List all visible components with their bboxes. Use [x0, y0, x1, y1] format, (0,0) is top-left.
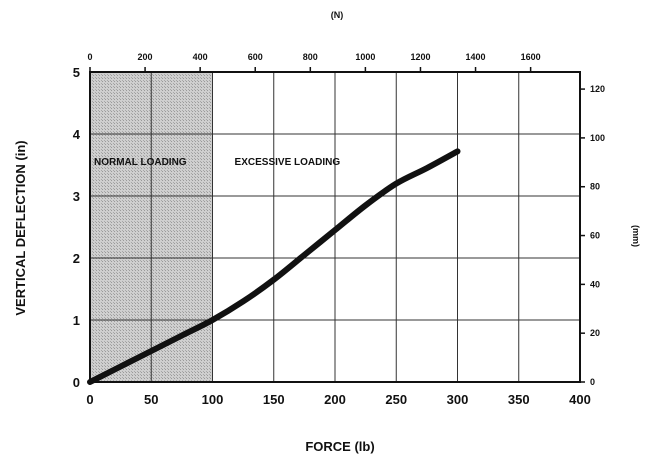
right-tick-label: 100	[590, 133, 605, 143]
right-tick-label: 120	[590, 84, 605, 94]
right-tick-label: 80	[590, 182, 600, 192]
right-axis-title: (mm)	[631, 225, 641, 247]
top-tick-label: 800	[303, 52, 318, 62]
plot-frame	[89, 71, 581, 383]
y-tick-label: 4	[73, 127, 81, 142]
y-axis-title: VERTICAL DEFLECTION (in)	[13, 140, 28, 315]
y-tick-label: 0	[73, 375, 80, 390]
x-tick-label: 150	[263, 392, 285, 407]
x-tick-label: 100	[202, 392, 224, 407]
x-tick-label: 400	[569, 392, 591, 407]
top-tick-label: 200	[138, 52, 153, 62]
top-tick-label: 1200	[410, 52, 430, 62]
x-tick-label: 0	[86, 392, 93, 407]
top-tick-label: 0	[87, 52, 92, 62]
y-tick-label: 3	[73, 189, 80, 204]
x-tick-label: 300	[447, 392, 469, 407]
top-tick-label: 1400	[466, 52, 486, 62]
top-tick-label: 400	[193, 52, 208, 62]
x-tick-label: 250	[385, 392, 407, 407]
top-tick-label: 600	[248, 52, 263, 62]
annotation-normal-loading: NORMAL LOADING	[94, 157, 187, 168]
right-tick-label: 0	[590, 377, 595, 387]
top-tick-label: 1600	[521, 52, 541, 62]
annotation-excessive-loading: EXCESSIVE LOADING	[235, 157, 341, 168]
y-tick-label: 5	[73, 65, 80, 80]
top-tick-label: 1000	[355, 52, 375, 62]
x-tick-label: 350	[508, 392, 530, 407]
right-tick-label: 40	[590, 279, 600, 289]
right-tick-label: 20	[590, 328, 600, 338]
y-tick-label: 2	[73, 251, 80, 266]
right-tick-label: 60	[590, 231, 600, 241]
x-tick-label: 50	[144, 392, 158, 407]
y-tick-label: 1	[73, 313, 80, 328]
series-line	[87, 148, 461, 385]
x-axis-title: FORCE (lb)	[305, 439, 374, 454]
top-axis-title: (N)	[331, 10, 344, 20]
x-tick-label: 200	[324, 392, 346, 407]
grid	[90, 72, 580, 382]
